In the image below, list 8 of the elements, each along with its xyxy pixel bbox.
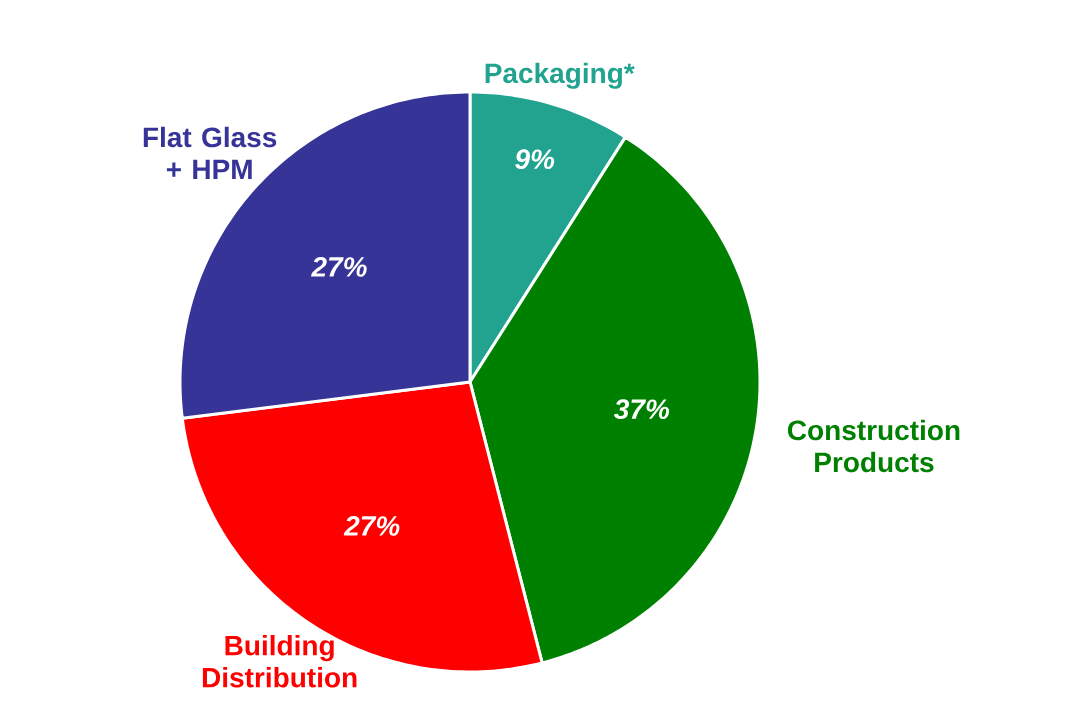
slice-label: Building Distribution xyxy=(202,634,357,688)
data-label: 9% xyxy=(515,149,555,170)
slice-label: Packaging* xyxy=(485,62,635,89)
data-label: 27% xyxy=(311,257,367,277)
data-label: 37% xyxy=(614,399,670,420)
data-label: 27% xyxy=(343,516,400,536)
slice-label: Construction Products xyxy=(787,419,960,473)
slice-label: Flat Glass + HPM xyxy=(143,126,277,180)
